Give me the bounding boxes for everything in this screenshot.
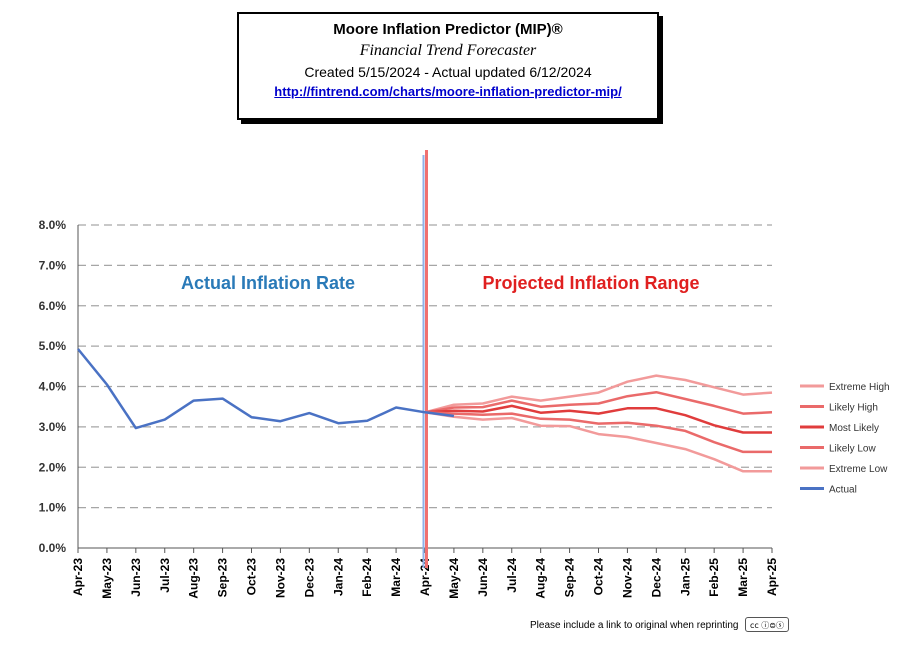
legend-label-likely-low: Likely Low [829,444,876,455]
x-tick-label: May-24 [447,558,461,599]
x-tick-label: May-23 [100,558,114,599]
y-tick-label: 5.0% [39,339,67,353]
x-tick-label: Jun-24 [476,558,490,597]
x-tick-label: Oct-24 [592,558,606,596]
x-tick-label: Mar-25 [736,558,750,597]
x-tick-label: Jan-24 [331,558,345,596]
x-tick-label: Jul-24 [505,558,519,593]
x-tick-label: Mar-24 [389,558,403,597]
x-tick-label: Dec-23 [302,558,316,598]
x-tick-label: Apr-23 [71,558,85,596]
series-line-most-likely [424,404,772,434]
annotation-projected: Projected Inflation Range [482,273,699,293]
title-box: Moore Inflation Predictor (MIP)® Financi… [237,12,659,120]
x-tick-label: Sep-24 [563,558,577,598]
y-tick-label: 1.0% [39,501,67,515]
y-tick-label: 8.0% [39,218,67,232]
chart-subtitle: Financial Trend Forecaster [359,42,537,59]
chart-title: Moore Inflation Predictor (MIP)® [333,21,563,38]
creative-commons-icon: cc ⓘ⊜ⓢ [745,617,789,632]
x-tick-label: Feb-24 [360,558,374,597]
x-tick-label: Jun-23 [129,558,143,597]
x-tick-label: Sep-23 [216,558,230,598]
created-date: Created 5/15/2024 - Actual updated 6/12/… [304,64,592,80]
legend-label-actual: Actual [829,485,857,496]
y-tick-label: 0.0% [39,541,67,555]
x-tick-label: Aug-23 [187,558,201,599]
legend-label-extreme-high: Extreme High [829,382,890,393]
annotation-actual: Actual Inflation Rate [181,273,355,293]
y-tick-label: 6.0% [39,299,67,313]
x-tick-label: Feb-25 [707,558,721,597]
y-tick-label: 4.0% [39,380,67,394]
legend-label-likely-high: Likely High [829,403,878,414]
series-line-likely-high [424,390,773,415]
x-tick-label: Nov-24 [620,558,634,598]
series-line-extreme-low [424,411,772,473]
series-line-likely-low [424,411,772,454]
y-tick-label: 2.0% [39,460,67,474]
legend-label-extreme-low: Extreme Low [829,464,888,475]
x-tick-label: Jul-23 [158,558,172,593]
x-tick-label: Oct-23 [245,558,259,596]
x-tick-label: Aug-24 [534,558,548,599]
reprint-note: Please include a link to original when r… [530,620,739,631]
y-tick-label: 7.0% [39,258,67,272]
y-tick-label: 3.0% [39,420,67,434]
series-line-extreme-high [424,374,773,414]
x-tick-label: Jan-25 [678,558,692,596]
series-line-actual [77,348,455,430]
x-tick-label: Apr-24 [418,558,432,596]
source-link[interactable]: http://fintrend.com/charts/moore-inflati… [274,84,622,99]
x-tick-label: Dec-24 [649,558,663,598]
x-tick-label: Apr-25 [765,558,779,596]
legend-label-most-likely: Most Likely [829,423,879,434]
x-tick-label: Nov-23 [273,558,287,598]
